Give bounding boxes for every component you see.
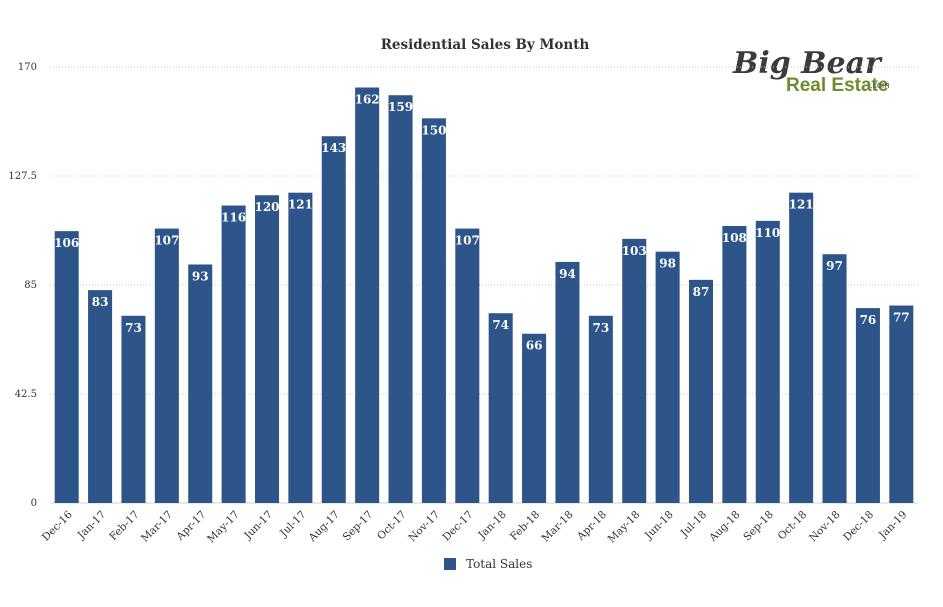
y-axis: 0 42.5 85 127.5 170 — [8, 62, 37, 509]
bar[interactable] — [755, 220, 780, 503]
data-label: 107 — [455, 234, 480, 248]
x-tick-label: Jun-17 — [241, 509, 275, 543]
data-label: 97 — [826, 259, 843, 273]
data-label: 103 — [622, 244, 647, 258]
x-tick-label: Aug-17 — [306, 509, 342, 545]
data-label: 108 — [722, 231, 747, 245]
data-label: 121 — [288, 198, 313, 212]
gridlines — [50, 66, 918, 504]
data-label: 143 — [321, 141, 346, 155]
bar[interactable] — [254, 195, 280, 503]
data-label: 87 — [693, 285, 710, 299]
bar[interactable] — [555, 261, 580, 503]
bar[interactable] — [655, 251, 680, 503]
bar[interactable] — [855, 308, 880, 503]
bars: 106 83 73 107 93 116 120 121 143 162 159 150 107 74 66… — [54, 87, 914, 504]
bar[interactable] — [455, 228, 480, 503]
x-tick-label: May-18 — [606, 509, 643, 546]
x-tick-label: Sep-18 — [741, 509, 776, 544]
x-tick-label: Aug-18 — [706, 509, 742, 545]
x-tick-label: Jan-19 — [876, 509, 909, 542]
data-label: 74 — [492, 318, 509, 332]
x-tick-label: Jul-18 — [678, 509, 709, 540]
y-tick-label: 127.5 — [8, 171, 37, 182]
x-tick-label: Dec-16 — [40, 508, 75, 543]
bar[interactable] — [221, 205, 246, 503]
data-label: 107 — [154, 234, 179, 248]
data-label: 73 — [125, 321, 142, 335]
bar[interactable] — [54, 231, 79, 503]
x-tick-label: Sep-17 — [341, 509, 376, 544]
bar[interactable] — [588, 315, 613, 503]
data-label: 120 — [254, 200, 279, 214]
x-tick-label: Mar-17 — [139, 509, 175, 545]
data-label: 93 — [192, 269, 209, 283]
x-tick-label: Apr-18 — [574, 509, 609, 544]
x-tick-label: May-17 — [205, 509, 242, 546]
y-tick-label: 170 — [18, 62, 37, 73]
data-label: 106 — [54, 236, 79, 250]
bar[interactable] — [355, 87, 380, 504]
data-label: 83 — [92, 295, 109, 309]
data-label: 98 — [659, 257, 676, 271]
bar[interactable] — [188, 264, 213, 503]
bar[interactable] — [321, 136, 346, 503]
x-tick-label: Jan-17 — [75, 509, 108, 542]
data-label: 110 — [755, 226, 780, 240]
bar[interactable] — [88, 290, 113, 503]
data-label: 162 — [355, 93, 380, 107]
x-tick-label: Dec-18 — [841, 509, 876, 544]
x-tick-label: Oct-17 — [375, 509, 409, 543]
x-tick-label: Jul-17 — [277, 509, 308, 540]
legend[interactable]: Total Sales — [444, 557, 532, 571]
bar[interactable] — [722, 226, 747, 503]
data-label: 116 — [221, 210, 246, 224]
x-tick-label: Feb-18 — [508, 509, 542, 543]
x-tick-label: Feb-17 — [107, 509, 141, 543]
bar[interactable] — [421, 118, 446, 503]
data-label: 73 — [592, 321, 609, 335]
logo-bottom-text: Real Estate — [786, 75, 888, 96]
x-tick-label: Nov-18 — [807, 509, 843, 545]
chart-title: Residential Sales By Month — [381, 37, 590, 53]
x-tick-label: Dec-17 — [440, 509, 475, 544]
data-label: 121 — [789, 198, 814, 212]
legend-swatch — [444, 558, 456, 570]
bar[interactable] — [889, 305, 914, 503]
bar[interactable] — [288, 192, 313, 503]
logo-suffix: .com — [870, 80, 890, 90]
data-label: 76 — [860, 313, 877, 327]
data-label: 94 — [559, 267, 576, 281]
y-tick-label: 85 — [24, 280, 37, 291]
bar[interactable] — [388, 95, 413, 503]
x-tick-label: Oct-18 — [776, 509, 810, 543]
y-tick-label: 42.5 — [15, 389, 37, 400]
x-tick-label: Jan-18 — [475, 509, 508, 542]
legend-label: Total Sales — [466, 557, 532, 571]
x-tick-label: Jun-18 — [642, 509, 676, 543]
data-label: 159 — [388, 100, 413, 114]
data-label: 66 — [526, 339, 543, 353]
x-tick-label: Mar-18 — [540, 509, 576, 545]
x-tick-label: Apr-17 — [174, 509, 209, 544]
bar[interactable] — [789, 192, 814, 503]
x-tick-label: Nov-17 — [406, 509, 442, 545]
bar[interactable] — [121, 315, 146, 503]
logo: Big Bear Real Estate .com — [732, 46, 890, 96]
bar[interactable] — [622, 238, 647, 503]
bar[interactable] — [488, 313, 513, 503]
bar[interactable] — [522, 333, 547, 503]
logo-top-text: Big Bear — [732, 46, 883, 81]
bar[interactable] — [154, 228, 179, 503]
y-tick-label: 0 — [31, 498, 37, 509]
bar[interactable] — [822, 254, 847, 503]
data-label: 77 — [893, 311, 910, 325]
bar[interactable] — [688, 279, 714, 503]
data-label: 150 — [421, 123, 446, 137]
